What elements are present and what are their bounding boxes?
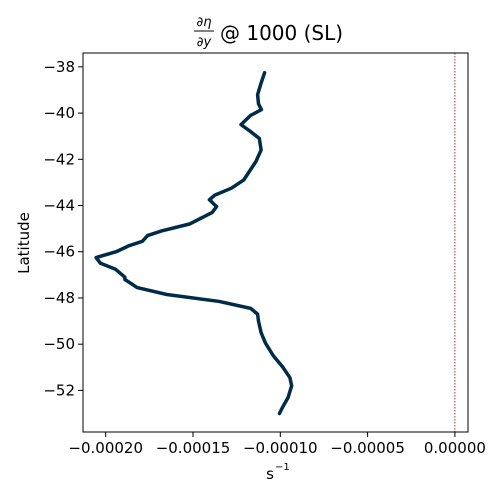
y-tick-label: −48 <box>43 289 75 307</box>
x-axis-label-exponent: −1 <box>275 462 290 473</box>
y-axis-label: Latitude <box>15 212 33 274</box>
x-axis-label-base: s <box>266 465 274 483</box>
title-numerator: ∂η <box>197 15 212 30</box>
y-tick-label: −50 <box>43 335 75 353</box>
x-tick-label: −0.00005 <box>330 439 405 457</box>
title-denominator: ∂y <box>197 35 212 50</box>
y-tick-label: −44 <box>43 197 75 215</box>
y-tick-label: −38 <box>43 58 75 76</box>
y-tick-label: −40 <box>43 104 75 122</box>
x-tick-label: −0.00015 <box>156 439 231 457</box>
title-suffix: @ 1000 (SL) <box>220 21 343 45</box>
y-tick-label: −46 <box>43 243 75 261</box>
series-points <box>95 71 294 415</box>
y-tick-label: −52 <box>43 381 75 399</box>
y-axis-ticks: −38 −40 −42 −44 −46 −48 −50 −52 <box>43 58 83 399</box>
x-tick-label: −0.00010 <box>243 439 318 457</box>
plot-area <box>82 52 469 433</box>
series-line <box>94 70 294 416</box>
x-axis-label: s −1 <box>266 462 290 483</box>
axes-frame <box>82 52 469 433</box>
x-tick-label: −0.00020 <box>68 439 143 457</box>
y-tick-label: −42 <box>43 150 75 168</box>
x-axis-ticks: −0.00020 −0.00015 −0.00010 −0.00005 0.00000 <box>68 432 486 457</box>
x-tick-label: 0.00000 <box>424 439 486 457</box>
chart-title: ∂η ∂y @ 1000 (SL) <box>194 15 343 50</box>
